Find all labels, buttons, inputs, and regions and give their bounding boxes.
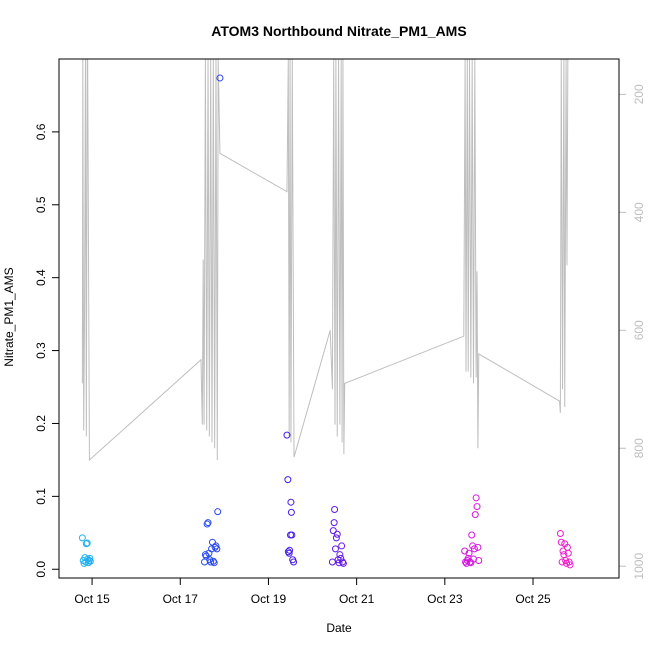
data-point [328, 558, 336, 566]
data-point [283, 431, 291, 439]
y-tick-label: 0.4 [34, 269, 48, 286]
right-tick-label: 200 [632, 84, 646, 104]
data-point [284, 476, 292, 484]
data-point [214, 508, 222, 516]
data-point [461, 547, 469, 555]
right-axis-line [81, 58, 569, 462]
data-point [473, 503, 481, 511]
nitrate-points-series [78, 74, 574, 569]
data-point [203, 520, 211, 528]
x-tick-label: Oct 15 [74, 592, 110, 606]
data-point [211, 543, 219, 551]
data-point [86, 554, 94, 562]
data-point [562, 557, 570, 565]
data-point [287, 508, 295, 516]
y-tick-label: 0.6 [34, 123, 48, 140]
data-point [332, 534, 340, 542]
data-point [465, 549, 473, 557]
data-point [212, 542, 220, 550]
data-point [331, 505, 339, 513]
data-point [210, 559, 218, 567]
data-point [284, 548, 292, 556]
data-point [288, 531, 296, 539]
data-point [213, 545, 221, 553]
data-point [333, 530, 341, 538]
data-point [86, 557, 94, 565]
x-tick-label: Oct 25 [515, 592, 551, 606]
x-tick-label: Oct 23 [427, 592, 463, 606]
y-tick-label: 0.5 [34, 196, 48, 213]
data-point [82, 540, 90, 548]
data-point [331, 545, 339, 553]
data-point [329, 527, 337, 535]
data-point [564, 549, 572, 557]
data-point [470, 545, 478, 553]
data-point [471, 511, 479, 519]
x-axis: Oct 15 Oct 17 Oct 19 Oct 21 Oct 23 Oct 25 [74, 578, 551, 606]
data-point [78, 534, 86, 542]
x-tick-label: Oct 21 [339, 592, 375, 606]
data-point [330, 519, 338, 527]
data-point [286, 546, 294, 554]
data-point [468, 531, 476, 539]
x-tick-label: Oct 19 [251, 592, 287, 606]
data-point [290, 558, 298, 566]
data-point [339, 559, 347, 567]
data-point [209, 557, 217, 565]
y-tick-label: 0.2 [34, 415, 48, 432]
data-point [566, 561, 574, 569]
x-tick-label: Oct 17 [163, 592, 199, 606]
y-tick-label: 0.0 [34, 561, 48, 578]
data-point [216, 74, 224, 82]
right-axis-line-series [81, 58, 569, 462]
right-tick-label: 1000 [632, 553, 646, 580]
data-point [201, 551, 209, 559]
y-tick-label: 0.3 [34, 342, 48, 359]
data-point [285, 549, 293, 557]
right-tick-label: 400 [632, 202, 646, 222]
data-point [335, 559, 343, 567]
right-tick-label: 600 [632, 320, 646, 340]
data-point [472, 494, 480, 502]
data-point [338, 542, 346, 550]
y-axis-right: 200 400 600 800 1000 [619, 84, 646, 580]
data-point [287, 498, 295, 506]
data-point [204, 519, 212, 527]
right-tick-label: 800 [632, 438, 646, 458]
data-point [565, 558, 573, 566]
data-point [339, 558, 347, 566]
plot-frame [58, 58, 620, 579]
y-tick-label: 0.1 [34, 488, 48, 505]
data-point [336, 551, 344, 559]
y-axis-label: Nitrate_PM1_AMS [2, 267, 16, 366]
chart-title: ATOM3 Northbound Nitrate_PM1_AMS [211, 23, 466, 39]
y-axis-left: 0.0 0.1 0.2 0.3 0.4 0.5 0.6 [34, 123, 59, 578]
data-point [556, 530, 564, 538]
data-point [83, 539, 91, 547]
x-axis-label: Date [326, 621, 352, 635]
data-point [474, 543, 482, 551]
data-point [475, 557, 483, 565]
data-point [557, 538, 565, 546]
data-point [558, 558, 566, 566]
